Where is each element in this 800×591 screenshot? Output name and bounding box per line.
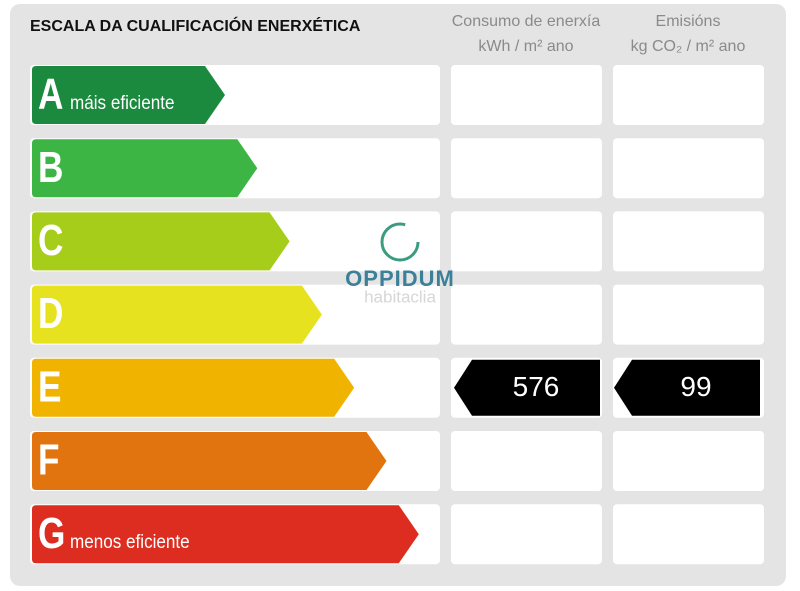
column-header: Emisións: [656, 13, 721, 30]
value-arrow: [454, 359, 600, 416]
rating-arrow: [32, 505, 419, 564]
rating-arrow: [32, 358, 355, 417]
row-cell: [451, 138, 602, 199]
rating-arrow: [32, 432, 387, 490]
rating-letter: B: [38, 143, 63, 192]
row-cell: [613, 504, 764, 565]
rating-letter: F: [38, 436, 60, 485]
rating-arrow: [32, 285, 322, 344]
logo: [380, 222, 420, 262]
value-label: 99: [680, 371, 711, 402]
row-cell: [451, 211, 602, 272]
title: ESCALA DA CUALIFICACIÓN ENERXÉTICA: [30, 16, 361, 35]
brand: OPPIDUM: [345, 266, 455, 291]
rating-letter: A: [38, 70, 63, 119]
watermark-text: habitaclia: [364, 287, 436, 306]
rating-letter: E: [38, 363, 61, 412]
row-cell: [451, 284, 602, 345]
rating-arrow: [32, 212, 290, 271]
rating-arrow: [32, 66, 225, 124]
row-cell: [451, 431, 602, 491]
row-cell: [613, 138, 764, 199]
rating-label: máis eficiente: [70, 92, 174, 113]
column-header: Consumo de enerxía: [452, 13, 601, 30]
column-unit: kWh / m² ano: [478, 38, 573, 55]
row-cell: [613, 431, 764, 491]
rating-arrow: [32, 139, 258, 198]
value-arrow: [614, 359, 760, 416]
row-cell: [613, 65, 764, 125]
watermark: OPPIDUM habitaclia: [345, 222, 455, 306]
row-cell: [613, 284, 764, 345]
rating-letter: D: [38, 290, 63, 339]
rating-label: menos eficiente: [70, 531, 190, 552]
row-cell: [451, 504, 602, 565]
rating-letter: C: [38, 216, 63, 265]
value-label: 576: [513, 371, 560, 402]
row-cell: [451, 65, 602, 125]
column-unit: kg CO₂ / m² ano: [631, 38, 746, 55]
rating-letter: G: [38, 509, 65, 558]
row-cell: [613, 211, 764, 272]
